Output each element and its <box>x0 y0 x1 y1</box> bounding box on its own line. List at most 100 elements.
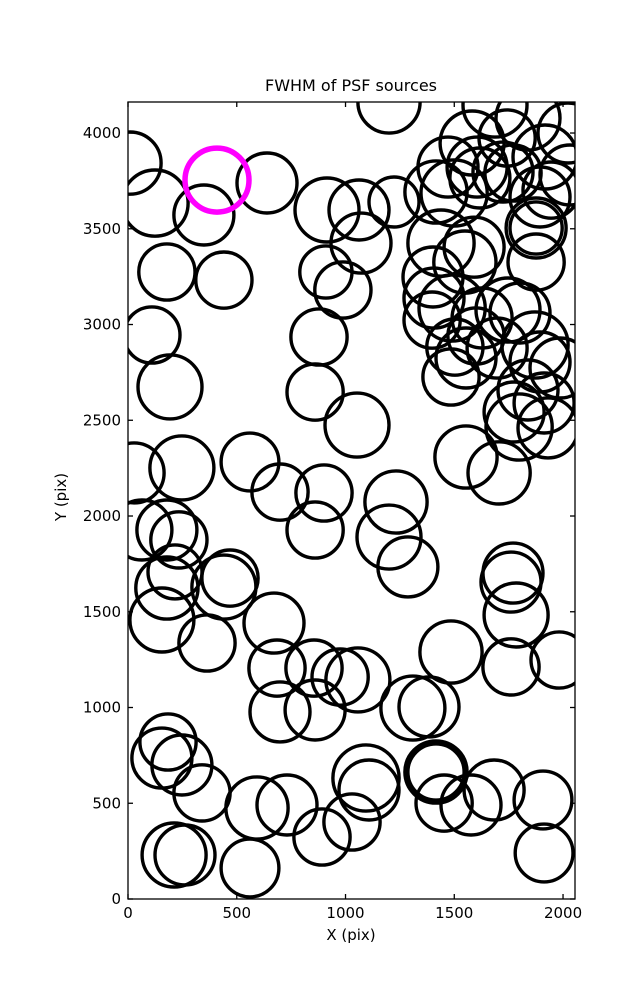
psf-source-circle <box>329 211 393 275</box>
psf-source-circle <box>406 742 466 802</box>
psf-source-circle <box>194 250 254 310</box>
psf-source-circle <box>248 680 312 744</box>
psf-source-circle <box>285 500 345 560</box>
psf-source-circle <box>367 175 421 229</box>
y-tick-label: 1000 <box>83 699 121 717</box>
psf-source-circle <box>285 362 345 422</box>
psf-source-circle <box>442 215 506 279</box>
psf-source-circle <box>521 160 575 220</box>
psf-source-circle <box>337 758 401 822</box>
psf-source-circle <box>513 822 575 884</box>
y-tick-label: 2000 <box>83 507 121 525</box>
psf-source-circle <box>327 178 391 242</box>
psf-source-circle <box>416 135 480 199</box>
psf-source-circle <box>425 317 485 377</box>
highlighted-psf-circle <box>182 145 252 215</box>
psf-source-circle <box>324 646 392 714</box>
psf-source-circle <box>294 463 354 523</box>
y-tick-label: 500 <box>92 794 121 812</box>
psf-source-circle <box>292 807 352 867</box>
psf-source-circle <box>250 462 310 522</box>
psf-source-circle <box>134 555 200 621</box>
psf-source-circle <box>140 821 208 889</box>
psf-source-circle <box>482 581 550 649</box>
psf-source-circle <box>403 739 469 805</box>
psf-source-circle <box>128 130 163 196</box>
plot-title: FWHM of PSF sources <box>265 76 437 95</box>
psf-source-circle <box>512 769 574 831</box>
x-tick-label: 1000 <box>326 904 364 922</box>
psf-source-circle <box>200 548 260 608</box>
y-tick-label: 0 <box>111 890 121 908</box>
y-tick-label: 2500 <box>83 411 121 429</box>
psf-circles-layer <box>128 102 575 899</box>
psf-source-circle <box>496 358 560 422</box>
psf-source-circle <box>219 431 281 493</box>
y-tick-label: 3500 <box>83 220 121 238</box>
psf-source-circle <box>484 392 554 462</box>
x-tick-label: 500 <box>222 904 251 922</box>
psf-source-circle <box>137 242 197 302</box>
psf-source-circle <box>136 353 204 421</box>
psf-source-circle <box>149 510 209 570</box>
psf-source-circle <box>322 792 382 852</box>
psf-source-circle <box>414 773 474 833</box>
psf-source-circle <box>506 232 566 292</box>
psf-source-circle <box>284 638 344 698</box>
x-tick-label: 2000 <box>544 904 582 922</box>
psf-source-circle <box>331 743 401 813</box>
psf-source-circle <box>508 200 564 256</box>
psf-source-circle <box>376 535 440 599</box>
y-tick-label: 4000 <box>83 124 121 142</box>
psf-source-circle <box>128 305 182 365</box>
psf-source-circle <box>516 396 575 460</box>
psf-source-circle <box>379 674 447 742</box>
psf-source-circle <box>508 165 572 229</box>
psf-source-circle <box>148 434 216 502</box>
psf-source-circle <box>500 310 570 380</box>
psf-source-circle <box>355 503 423 571</box>
psf-source-circle <box>242 591 306 655</box>
axis-ticks-layer: 0 500 1000 1500 2000 0 500 1000 1500 2000 2500 3000… <box>83 102 582 922</box>
y-tick-label: 3000 <box>83 316 121 334</box>
psf-source-circle <box>528 336 575 400</box>
psf-source-circle <box>529 630 575 690</box>
psf-source-circle <box>465 316 529 380</box>
psf-source-circle <box>421 347 481 407</box>
psf-source-circle <box>482 380 546 444</box>
y-tick-label: 1500 <box>83 603 121 621</box>
psf-source-circle <box>128 168 190 238</box>
psf-source-circle <box>466 440 532 506</box>
psf-source-circle <box>461 102 529 139</box>
psf-source-circle <box>448 146 512 210</box>
x-tick-label: 1500 <box>435 904 473 922</box>
psf-source-circle <box>255 773 319 837</box>
psf-source-circle <box>235 151 299 215</box>
psf-source-circle <box>128 498 174 562</box>
psf-source-circle <box>481 637 541 697</box>
psf-source-circle <box>363 469 429 535</box>
psf-source-circle <box>177 613 237 673</box>
psf-source-circle <box>504 196 568 260</box>
y-axis-label: Y (pix) <box>52 473 70 522</box>
psf-source-circle <box>462 758 526 822</box>
x-tick-label: 0 <box>123 904 133 922</box>
psf-source-circle <box>172 183 236 247</box>
psf-source-circle <box>153 823 217 887</box>
psf-source-circle <box>356 102 422 135</box>
psf-source-circle <box>138 712 198 772</box>
psf-source-circle <box>439 773 503 837</box>
psf-source-circle <box>536 102 575 165</box>
psf-source-circle <box>247 638 307 698</box>
psf-source-circle <box>418 619 484 685</box>
psf-source-circle <box>128 441 166 505</box>
psf-source-circle <box>323 391 391 459</box>
psf-source-circle <box>512 371 575 435</box>
x-axis-label: X (pix) <box>326 926 375 944</box>
psf-source-circle <box>293 176 361 244</box>
psf-source-circle <box>438 109 506 177</box>
psf-source-circle <box>219 837 281 899</box>
psf-source-circle <box>433 424 499 490</box>
